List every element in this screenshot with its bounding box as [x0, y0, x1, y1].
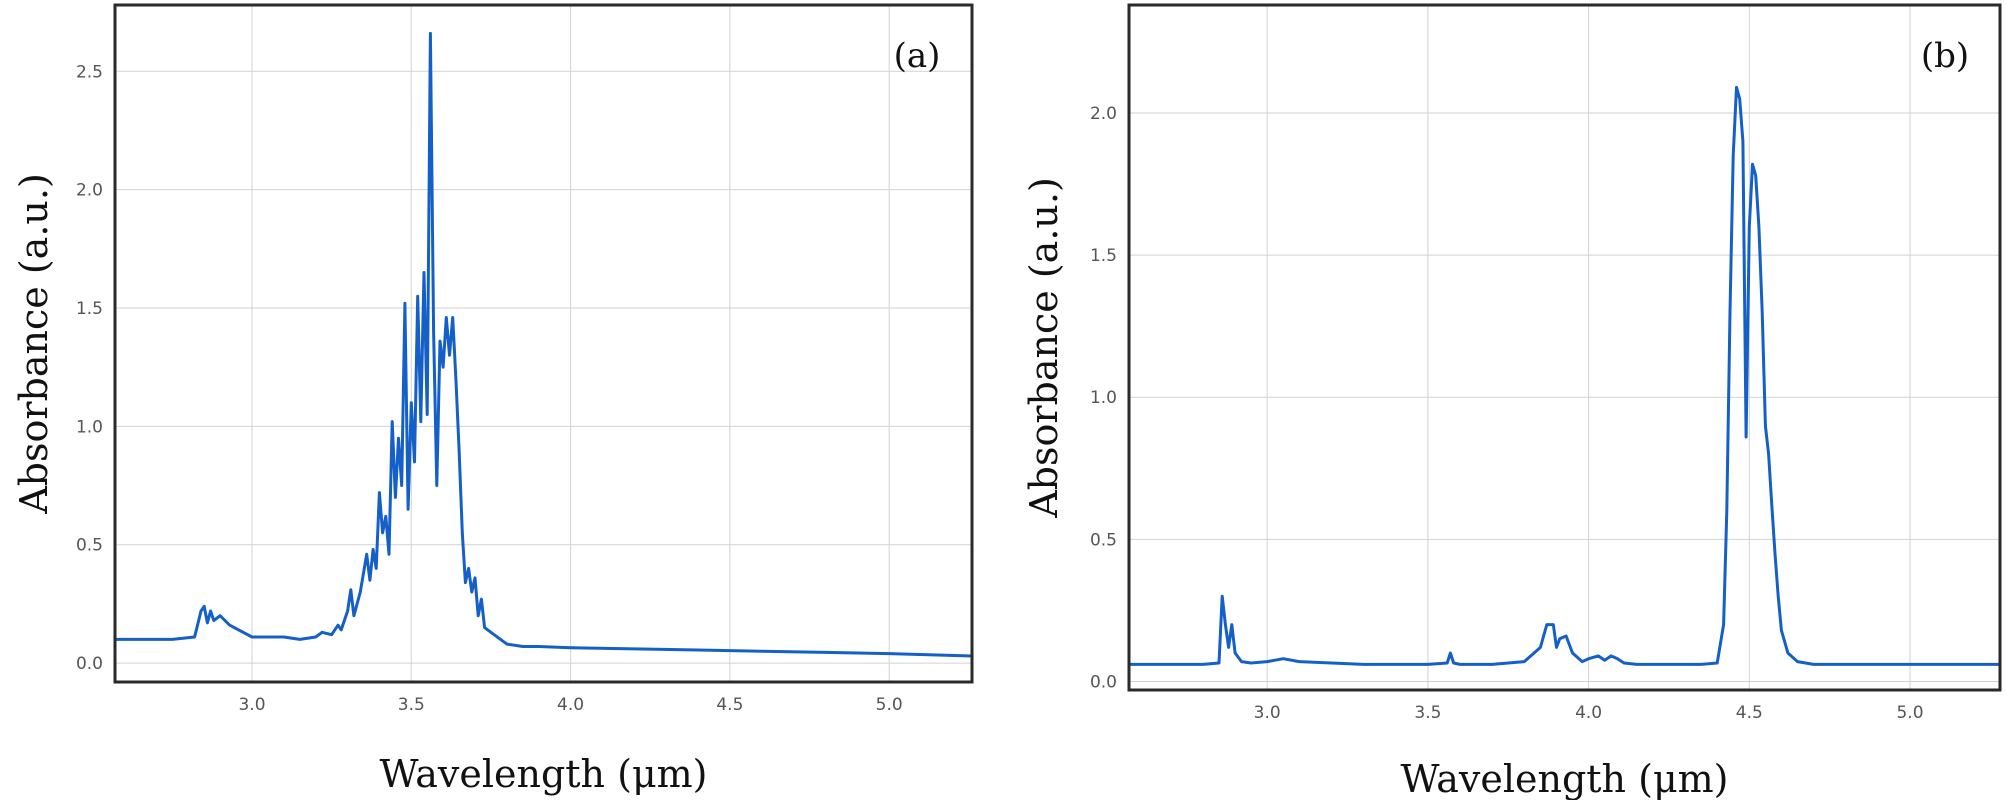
chart-panel-b: 3.0 3.5 4.0 4.5 5.0 0.0 0.5 1.0 1.5 2.0 Wavelength…: [1022, 3, 2002, 800]
x-tick-label: 5.0: [1896, 703, 1923, 723]
x-tick-label: 4.0: [1575, 703, 1602, 723]
plot-frame: [1127, 3, 2002, 692]
x-axis-title: Wavelength (μm): [1400, 757, 1728, 800]
panel-label: (b): [1921, 36, 1969, 76]
x-tick-label: 4.5: [716, 695, 743, 715]
panel-label: (a): [894, 36, 941, 76]
absorbance-spectrum-line: [1129, 85, 2000, 666]
y-axis-title: Absorbance (a.u.): [1022, 177, 1066, 519]
y-tick-label: 2.0: [1090, 104, 1117, 124]
x-tick-label: 3.5: [398, 695, 425, 715]
absorbance-spectrum-line: [115, 31, 972, 658]
y-tick-label: 1.0: [76, 417, 103, 437]
x-tick-label: 4.5: [1736, 703, 1763, 723]
x-tick-label: 3.5: [1414, 703, 1441, 723]
y-tick-label: 0.5: [1090, 530, 1117, 550]
y-tick-label: 0.0: [1090, 672, 1117, 692]
y-tick-label: 2.5: [76, 62, 103, 82]
y-tick-label: 2.0: [76, 181, 103, 201]
x-axis-title: Wavelength (μm): [379, 752, 707, 796]
x-tick-label: 4.0: [557, 695, 584, 715]
chart-panel-a: 3.0 3.5 4.0 4.5 5.0 0.0 0.5 1.0 1.5 2.0 2.5 Wavelen…: [12, 3, 974, 796]
plot-frame: [113, 3, 974, 684]
x-tick-label: 5.0: [876, 695, 903, 715]
y-axis-title: Absorbance (a.u.): [12, 173, 56, 515]
x-tick-label: 3.0: [1254, 703, 1281, 723]
y-tick-label: 0.0: [76, 654, 103, 674]
y-tick-label: 0.5: [76, 536, 103, 556]
x-tick-label: 3.0: [238, 695, 265, 715]
y-tick-label: 1.5: [1090, 246, 1117, 266]
y-tick-label: 1.5: [76, 299, 103, 319]
y-tick-label: 1.0: [1090, 388, 1117, 408]
